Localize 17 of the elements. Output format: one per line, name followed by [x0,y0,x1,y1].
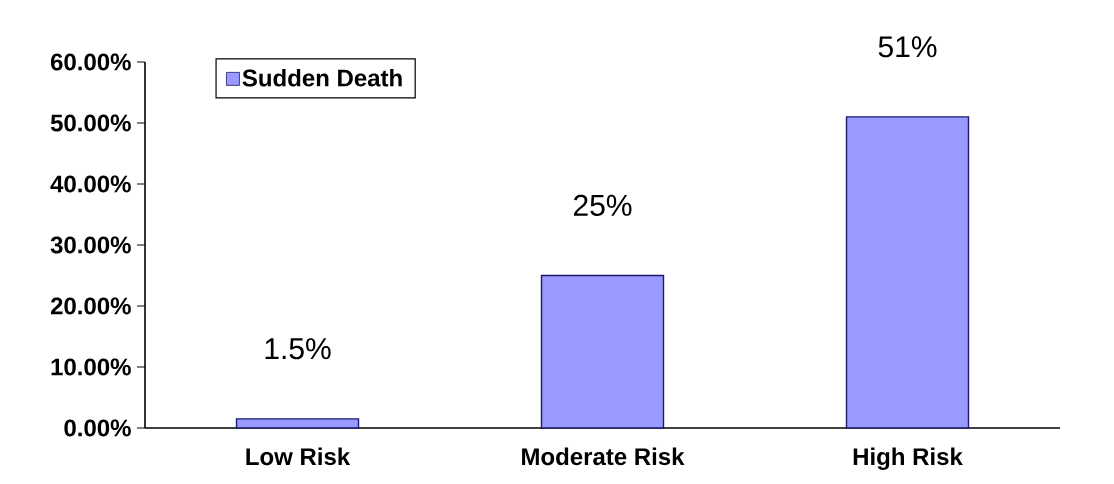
bar [235,418,360,429]
x-tick-label: Low Risk [246,447,351,466]
data-label: 1.5% [265,338,331,360]
bar [540,274,665,429]
y-tick-label: 0.00% [64,419,131,437]
data-label: 25% [573,194,632,216]
y-tick-label: 50.00% [50,114,131,132]
y-tick-label: 30.00% [50,236,131,254]
bar [845,116,970,429]
y-tick-label: 10.00% [51,358,131,376]
x-tick-label: High Risk [853,447,963,470]
y-tick-label: 20.00% [50,297,131,315]
legend-label: Sudden Death [242,68,402,87]
data-label: 51% [878,36,937,58]
y-tick-label: 40.00% [50,175,131,193]
x-tick-label: Moderate Risk [522,447,685,466]
y-tick-label: 60.00% [50,53,131,71]
